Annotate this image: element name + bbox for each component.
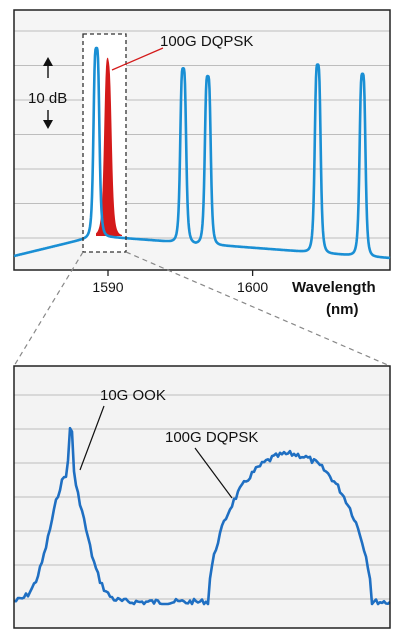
x-tick-label: 1590 xyxy=(92,279,123,295)
scale-label: 10 dB xyxy=(28,90,67,107)
dqpsk-signal-fill xyxy=(96,57,122,236)
arrow-up-icon xyxy=(43,57,53,66)
x-axis-ticks: 1590 1600 xyxy=(92,270,268,295)
dqpsk-leader-line xyxy=(111,47,164,71)
x-axis-label-line1: Wavelength xyxy=(292,279,376,296)
upper-panel-frame xyxy=(13,9,391,271)
arrow-down-icon xyxy=(43,120,53,129)
lower-panel-frame xyxy=(13,365,391,629)
x-tick-label: 1600 xyxy=(237,279,268,295)
wdm-spectrum-trace xyxy=(13,46,391,260)
ook-label: 10G OOK xyxy=(100,387,166,404)
dqpsk-zoom-leader-line xyxy=(194,447,233,499)
ook-leader-line xyxy=(79,405,105,471)
zoom-region-box xyxy=(82,33,127,253)
zoomed-spectrum-trace xyxy=(13,426,391,606)
x-axis-label-line2: (nm) xyxy=(326,301,359,318)
zoom-connector-left xyxy=(13,251,84,367)
upper-gridlines xyxy=(14,30,390,239)
dqpsk-label: 100G DQPSK xyxy=(160,33,253,50)
dqpsk-zoom-label: 100G DQPSK xyxy=(165,429,258,446)
zoom-connector-right xyxy=(125,251,391,367)
